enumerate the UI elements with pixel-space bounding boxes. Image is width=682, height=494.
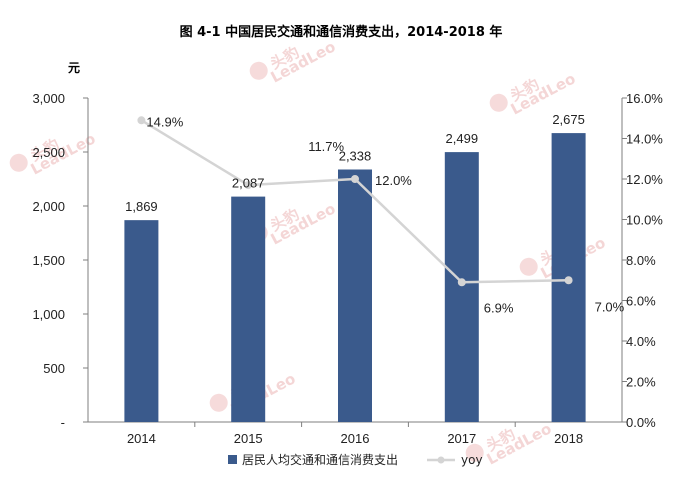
x-tick-label: 2015	[234, 431, 263, 446]
bar-series	[124, 133, 586, 422]
legend-line-marker	[437, 456, 445, 464]
legend-bar-swatch	[228, 455, 237, 464]
legend-item-line: yoy	[427, 453, 483, 467]
bar-value-label: 1,869	[125, 199, 158, 214]
right-tick-label: 14.0%	[626, 132, 663, 147]
yoy-value-label: 6.9%	[484, 300, 514, 315]
left-tick-label: 3,000	[32, 91, 65, 106]
legend-line-label: yoy	[461, 453, 483, 467]
yoy-point-2018	[564, 276, 573, 285]
right-tick-label: 2.0%	[626, 375, 656, 390]
yoy-point-2014	[137, 116, 146, 125]
right-tick-label: 8.0%	[626, 253, 656, 268]
yoy-value-label: 12.0%	[375, 173, 412, 188]
yoy-point-2016	[351, 175, 359, 183]
left-tick-label: 2,500	[32, 145, 65, 160]
watermark-logo-icon	[249, 61, 268, 80]
data-labels: 1,869 2,087 2,338 2,499 2,675 14.9% 11.7% 12.0%…	[125, 112, 625, 315]
right-tick-label: 16.0%	[626, 91, 663, 106]
bar-2014	[124, 220, 159, 422]
left-tick-label: 1,000	[32, 307, 65, 322]
bar-value-label: 2,499	[446, 131, 479, 146]
legend: 居民人均交通和通信消费支出 yoy	[228, 452, 483, 467]
left-tick-label: -	[61, 415, 65, 430]
watermark-logo-icon	[489, 93, 508, 112]
x-tick-label: 2018	[554, 431, 583, 446]
right-tick-label: 0.0%	[626, 415, 656, 430]
bar-2015	[231, 196, 266, 422]
watermark-logo-icon	[465, 443, 484, 462]
yoy-point-2015	[244, 181, 253, 190]
left-tick-label: 1,500	[32, 253, 65, 268]
watermark-logo-icon	[9, 153, 28, 172]
y-axis-unit: 元	[68, 61, 80, 75]
watermarks: 头豹LeadLeo头豹LeadLeo头豹LeadLeo头豹LeadLeo头豹Le…	[9, 37, 608, 468]
right-tick-label: 6.0%	[626, 294, 656, 309]
bar-value-label: 2,675	[552, 112, 585, 127]
yoy-value-label: 7.0%	[595, 299, 625, 314]
chart-title: 图 4-1 中国居民交通和通信消费支出，2014-2018 年	[180, 24, 503, 40]
right-tick-label: 4.0%	[626, 334, 656, 349]
legend-bar-label: 居民人均交通和通信消费支出	[242, 452, 398, 467]
left-tick-label: 500	[43, 361, 65, 376]
watermark-logo-icon	[519, 257, 538, 276]
right-tick-label: 10.0%	[626, 213, 663, 228]
left-tick-label: 2,000	[32, 199, 65, 214]
right-tick-label: 12.0%	[626, 172, 663, 187]
yoy-series	[137, 116, 573, 287]
yoy-point-2017	[457, 278, 466, 287]
legend-item-bars: 居民人均交通和通信消费支出	[228, 452, 398, 467]
bar-2017	[444, 152, 479, 422]
bar-value-label: 2,087	[232, 176, 265, 191]
watermark-logo-icon	[209, 393, 228, 412]
yoy-value-label: 14.9%	[146, 114, 183, 129]
x-tick-label: 2014	[127, 431, 156, 446]
x-tick-label: 2017	[447, 431, 476, 446]
bar-value-label: 2,338	[339, 148, 372, 163]
yoy-value-label: 11.7%	[308, 139, 344, 154]
x-tick-label: 2016	[341, 431, 370, 446]
bar-2016	[338, 169, 372, 422]
